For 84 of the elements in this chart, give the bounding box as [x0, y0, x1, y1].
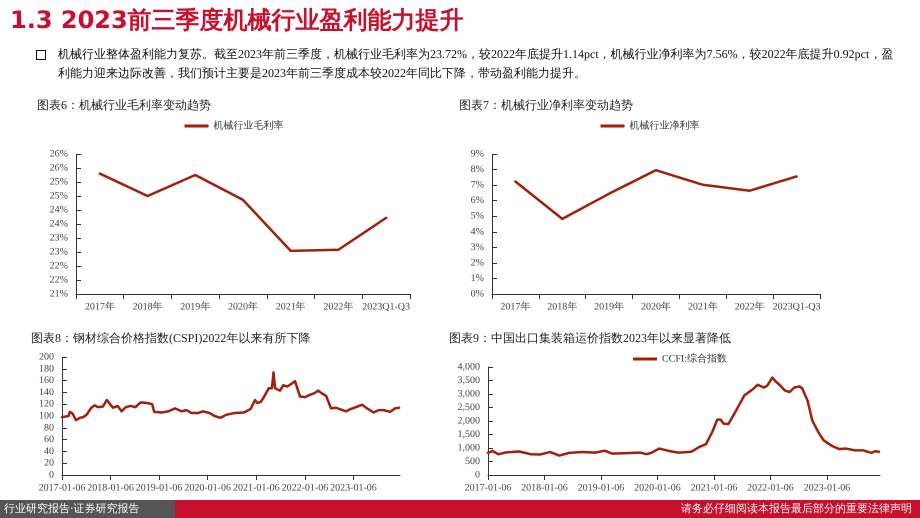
y-tick-label: 25% [50, 176, 68, 188]
y-tick-label: 2,500 [458, 402, 480, 413]
x-tick-label: 2019年 [180, 300, 210, 312]
y-tick-label: 2,000 [458, 416, 480, 426]
y-tick-label: 3% [470, 242, 484, 253]
y-tick-label: 8% [470, 164, 484, 176]
y-tick-label: 500 [465, 456, 480, 467]
x-tick-label: 2023-01-06 [804, 482, 850, 494]
y-tick-label: 40 [44, 446, 54, 457]
x-tick-label: 2021年 [688, 300, 718, 312]
y-tick-label: 22% [50, 274, 68, 286]
text: 机械行业整体盈利能力复苏。截至2023年前三季度，机械行业毛利率为23.72%，较2022年底提升1.14pct，机械行业净利率为7.56%，较2022年底提升0.92pct，盈利能力迎来边际改善，我们预计主要是2023年前三季度成本较2022年同比下降，带动盈利能力提升。 [58, 46, 894, 82]
legend-label: 机械行业净利率 [630, 120, 700, 132]
y-tick-label: 24% [50, 204, 68, 216]
x-tick-label: 2022年 [734, 300, 765, 312]
y-tick-label: 1% [470, 272, 484, 284]
x-tick-label: 2017-01-06 [464, 482, 512, 494]
y-tick-label: 160 [39, 375, 54, 386]
y-tick-label: 22% [50, 260, 68, 272]
y-tick-label: 180 [39, 363, 54, 374]
y-tick-label: 2% [470, 257, 484, 268]
x-tick-label: 2017-01-06 [38, 482, 86, 494]
line-series [486, 376, 880, 457]
y-tick-label: 0 [475, 470, 480, 480]
x-tick-label: 2019-01-06 [136, 482, 182, 494]
y-tick-label: 1,000 [458, 442, 480, 454]
x-tick-label: 2020年 [228, 300, 258, 312]
x-tick-label: 2017年 [500, 300, 530, 312]
x-tick-label: 2018年 [132, 300, 163, 312]
x-tick-label: 2022-01-06 [282, 482, 328, 494]
y-tick-label: 5% [470, 210, 484, 222]
y-tick-label: 25% [50, 190, 68, 202]
x-tick-label: 2018-01-06 [87, 482, 134, 494]
y-tick-label: 23% [50, 246, 68, 258]
y-tick-label: 80 [44, 422, 54, 434]
x-tick-label: 2022-01-06 [747, 482, 794, 494]
x-tick-label: 2020-01-06 [184, 482, 231, 494]
y-tick-label: 1,500 [458, 429, 480, 440]
y-tick-label: 23% [50, 232, 68, 244]
y-tick-label: 26% [50, 162, 68, 174]
y-tick-label: 21% [50, 288, 68, 300]
y-tick-label: 4% [470, 226, 484, 238]
x-tick-label: 2021-01-06 [233, 482, 280, 494]
y-tick-label: 9% [470, 148, 484, 160]
y-tick-label: 7% [470, 180, 484, 191]
x-tick-label: 2020-01-06 [634, 482, 681, 494]
y-tick-label: 60 [44, 434, 54, 446]
chart-title: 图表9：中国出口集装箱运价指数2023年以来显著降低 [449, 331, 731, 345]
x-tick-label: 2023-01-06 [330, 482, 377, 494]
y-tick-label: 3,500 [458, 375, 480, 386]
chart-title: 图表7：机械行业净利率变动趋势 [459, 98, 633, 112]
x-tick-label: 2023Q1-Q3 [772, 302, 820, 312]
x-tick-label: 2021-01-06 [690, 482, 738, 494]
y-tick-label: 24% [50, 218, 68, 230]
text: 1.3 2023前三季度机械行业盈利能力提升 [10, 5, 464, 36]
y-tick-label: 0 [49, 470, 54, 480]
x-tick-label: 2019-01-06 [578, 482, 624, 494]
line-series [98, 172, 388, 252]
legend-label: CCFI:综合指数 [662, 352, 728, 364]
y-tick-label: 4,000 [458, 362, 480, 372]
y-tick-label: 120 [39, 398, 54, 410]
text: 行业研究报告·证券研究报告 [0, 500, 175, 518]
x-tick-label: 2019年 [594, 300, 624, 312]
x-tick-label: 2018-01-06 [521, 482, 568, 494]
line-series [60, 371, 400, 422]
x-tick-label: 2017年 [84, 300, 115, 312]
line-series [514, 168, 798, 220]
y-tick-label: 100 [39, 410, 54, 422]
text: 请务必仔细阅读本报告最后部分的重要法律声明 [681, 501, 912, 517]
x-tick-label: 2018年 [547, 300, 578, 312]
x-tick-label: 2022年 [323, 300, 354, 312]
y-tick-label: 6% [470, 195, 484, 206]
y-tick-label: 3,000 [458, 388, 480, 400]
y-tick-label: 0% [470, 288, 484, 300]
y-tick-label: 140 [39, 386, 54, 398]
chart-title: 图表8：钢材综合价格指数(CSPI)2022年以来有所下降 [31, 331, 310, 345]
x-tick-label: 2021年 [276, 300, 306, 312]
y-tick-label: 26% [50, 148, 68, 160]
x-tick-label: 2020年 [641, 300, 671, 312]
x-tick-label: 2023Q1-Q3 [362, 302, 410, 312]
chart-title: 图表6：机械行业毛利率变动趋势 [37, 98, 211, 112]
legend-label: 机械行业毛利率 [214, 120, 284, 132]
y-tick-label: 200 [39, 352, 54, 362]
y-tick-label: 20 [44, 458, 54, 469]
